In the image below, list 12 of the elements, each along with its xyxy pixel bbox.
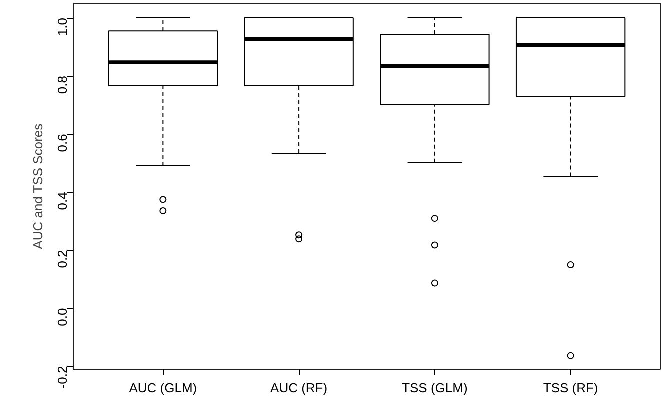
y-tick-label: 0.6 [55, 134, 70, 152]
y-tick-label: -0.2 [55, 366, 70, 389]
y-tick-label: 0.4 [55, 192, 70, 210]
x-tick-label: AUC (RF) [270, 380, 328, 396]
x-tick-label: TSS (RF) [543, 380, 598, 396]
y-tick-label: 0.8 [55, 76, 70, 94]
y-axis-title: AUC and TSS Scores [30, 123, 46, 250]
x-tick-label: TSS (GLM) [402, 380, 468, 396]
y-tick-label: 1.0 [55, 18, 70, 36]
y-tick-label: 0.2 [55, 250, 70, 268]
x-tick-label: AUC (GLM) [129, 380, 198, 396]
y-tick-label: 0.0 [55, 308, 70, 326]
